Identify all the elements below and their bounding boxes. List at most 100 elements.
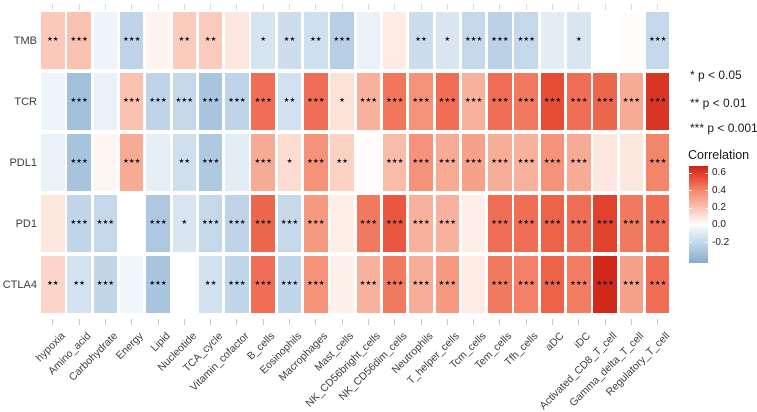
heatmap-cell: ★★★ <box>567 256 591 313</box>
heatmap-cell: ★★ <box>277 73 302 130</box>
axis-tick <box>604 319 606 325</box>
significance-stars: ★★★ <box>96 219 115 227</box>
significance-stars: ★★★ <box>359 219 378 227</box>
colorbar-tick-label: 0.2 <box>712 202 726 214</box>
significance-stars: ★★★ <box>254 219 272 227</box>
significance-stars: ★★★ <box>359 97 378 105</box>
significance-stars: ★★★ <box>596 280 614 288</box>
heatmap-cell <box>172 256 197 313</box>
heatmap-cell: ★★★ <box>251 195 275 252</box>
axis-tick <box>552 319 553 325</box>
heatmap-cell <box>93 134 118 191</box>
heatmap-cell: ★★ <box>409 12 433 69</box>
heatmap-cell: ★★★ <box>645 73 670 130</box>
significance-stars: ★★★ <box>438 219 457 227</box>
heatmap-cell <box>619 12 644 69</box>
row-label-tcr: TCR <box>14 95 37 108</box>
heatmap-cell: ★★★ <box>435 134 460 191</box>
colorbar-tick-mark <box>689 172 692 174</box>
significance-stars: ★★★ <box>464 36 483 44</box>
significance-stars: ★★★ <box>622 97 641 105</box>
axis-tick <box>657 4 659 10</box>
heatmap-cell: ★★★ <box>488 256 512 313</box>
axis-tick <box>210 4 212 10</box>
significance-stars: ★★★ <box>70 219 88 227</box>
axis-tick <box>499 4 501 10</box>
axis-tick <box>630 4 632 10</box>
heatmap-cell: ★★ <box>67 256 91 313</box>
heatmap-cell: ★★★ <box>593 195 617 252</box>
axis-tick <box>604 4 606 10</box>
heatmap-cell: ★★★ <box>540 195 565 252</box>
heatmap-cell: ★★★ <box>435 73 460 130</box>
heatmap-cell <box>146 134 170 191</box>
significance-stars: ★★★ <box>385 219 404 227</box>
significance-stars: ★★★ <box>96 280 115 288</box>
heatmap-cell: ★ <box>330 73 354 130</box>
heatmap-cell: ★★★ <box>198 134 223 191</box>
heatmap-cell: ★★★ <box>409 134 433 191</box>
heatmap-cell: ★★★ <box>356 195 381 252</box>
colorbar-tick-mark <box>705 190 708 192</box>
colorbar-tick-label: 0.0 <box>712 219 726 231</box>
heatmap-cell: ★★★ <box>146 73 170 130</box>
axis-tick <box>289 4 290 10</box>
significance-stars: ★★★ <box>385 280 404 288</box>
significance-stars: ★★★ <box>622 280 641 288</box>
colorbar-tick-mark <box>689 207 692 209</box>
heatmap-cell: ★★★ <box>146 256 170 313</box>
heatmap-cell: ★★★ <box>514 12 538 69</box>
significance-stars: ★★★ <box>438 97 457 105</box>
axis-tick <box>236 319 238 325</box>
significance-stars: ★★★ <box>280 219 299 227</box>
axis-tick <box>394 4 396 10</box>
significance-stars: ★★★ <box>517 280 535 288</box>
significance-stars: ★★ <box>204 280 217 288</box>
significance-stars: ★★ <box>204 36 217 44</box>
heatmap-cell: ★★ <box>172 134 197 191</box>
heatmap-cell: ★★★ <box>277 256 302 313</box>
significance-stars: ★ <box>181 219 188 227</box>
heatmap-cell: ★★★ <box>461 73 486 130</box>
heatmap-cell: ★★★ <box>645 12 670 69</box>
significance-stars: ★★★ <box>385 97 404 105</box>
heatmap-cell <box>146 12 170 69</box>
significance-stars: ★★★ <box>517 36 535 44</box>
heatmap-cell: ★★★ <box>514 195 538 252</box>
significance-stars: ★★★ <box>254 97 272 105</box>
axis-tick <box>262 319 264 325</box>
heatmap-cell <box>225 134 249 191</box>
heatmap-cell: ★★★ <box>409 256 433 313</box>
heatmap-cell: ★★ <box>198 12 223 69</box>
axis-tick <box>525 4 527 10</box>
heatmap-cell: ★★★ <box>488 195 512 252</box>
axis-tick <box>131 319 133 325</box>
axis-tick <box>552 4 553 10</box>
heatmap-cell: ★★★ <box>461 134 486 191</box>
axis-tick <box>157 319 159 325</box>
heatmap-cell <box>41 134 65 191</box>
significance-stars: ★★★ <box>254 158 272 166</box>
heatmap-cell <box>119 195 144 252</box>
significance-stars: ★ <box>286 158 293 166</box>
significance-stars: ★★★ <box>491 97 509 105</box>
heatmap-cell: ★★★ <box>251 134 275 191</box>
row-label-pd1: PD1 <box>15 217 37 230</box>
axis-tick <box>473 4 475 10</box>
heatmap-cell <box>330 195 354 252</box>
heatmap-cell: ★★★ <box>567 73 591 130</box>
column-label-energy: Energy <box>114 330 147 363</box>
significance-stars: ★★★ <box>228 219 246 227</box>
heatmap-cell: ★★★ <box>198 195 223 252</box>
column-label-idc: iDC <box>572 330 594 351</box>
heatmap-cell <box>619 134 644 191</box>
heatmap-cell: ★★★ <box>567 134 591 191</box>
significance-stars: ★ <box>575 36 582 44</box>
heatmap-cell <box>540 12 565 69</box>
axis-tick <box>420 4 422 10</box>
significance-stars: ★★ <box>283 97 296 105</box>
axis-tick <box>104 4 106 10</box>
significance-stars: ★★★ <box>175 97 194 105</box>
significance-stars: ★★★ <box>464 158 483 166</box>
